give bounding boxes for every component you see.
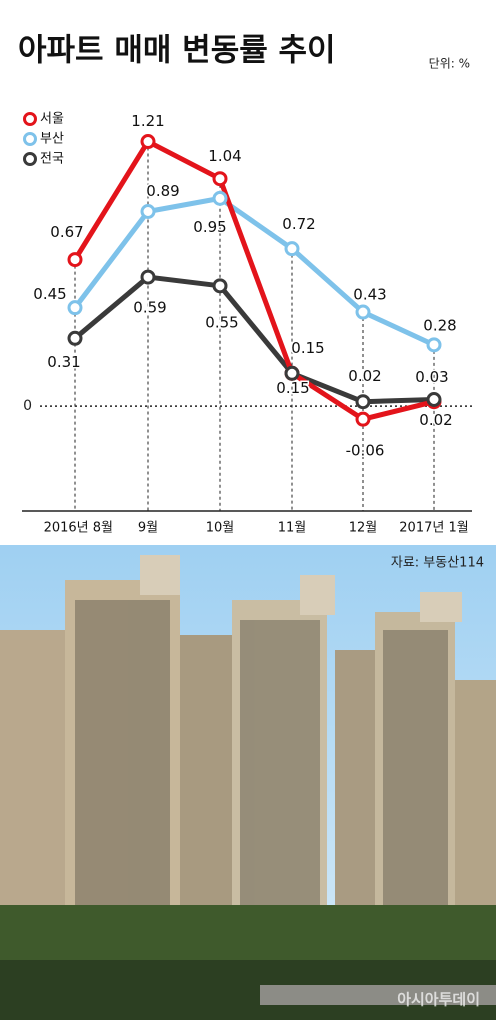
series-line — [73, 195, 436, 348]
point — [67, 252, 83, 268]
legend-label: 부산 — [40, 132, 64, 147]
value-label: 0.15 — [276, 379, 309, 397]
x-tick-label: 2016년 8월 — [44, 521, 113, 536]
chart-title: 아파트 매매 변동률 추이 — [18, 33, 336, 69]
source: 자료: 부동산114 — [391, 556, 484, 571]
point — [140, 134, 156, 150]
value-label: 0.28 — [423, 316, 456, 334]
y-tick-label: 0 — [23, 398, 32, 414]
point — [212, 171, 228, 187]
value-label: 1.21 — [131, 112, 164, 130]
point — [212, 190, 228, 206]
legend-marker — [23, 112, 37, 126]
value-label: 0.15 — [291, 339, 324, 357]
point — [355, 394, 371, 410]
value-label: 1.04 — [208, 147, 241, 165]
point — [355, 304, 371, 320]
legend-label: 전국 — [40, 152, 64, 167]
value-label: 0.89 — [146, 182, 179, 200]
point — [212, 278, 228, 294]
value-label: 0.31 — [47, 353, 80, 371]
point — [355, 411, 371, 427]
legend-marker — [23, 152, 37, 166]
x-tick-label: 12월 — [349, 521, 378, 536]
value-label: -0.06 — [346, 442, 385, 460]
value-label: 0.59 — [133, 299, 166, 317]
x-tick-label: 9월 — [138, 521, 158, 536]
x-tick-label: 11월 — [278, 521, 307, 536]
x-tick-label: 2017년 1월 — [399, 521, 468, 536]
value-label: 0.02 — [348, 367, 381, 385]
value-label: 0.03 — [415, 368, 448, 386]
value-label: 0.95 — [193, 218, 226, 236]
value-label: 0.45 — [33, 285, 66, 303]
point — [140, 203, 156, 219]
value-label: 0.55 — [205, 313, 238, 331]
value-label: 0.72 — [282, 215, 315, 233]
point — [284, 365, 300, 381]
plot: 0 2016년 8월 9월 10월 11월 12월 2017년 1월 0.67 1.21 1.04… — [23, 111, 472, 536]
value-label: 0.43 — [353, 286, 386, 304]
unit-label: 단위: % — [429, 57, 470, 71]
value-label: 0.02 — [419, 411, 452, 429]
point — [67, 330, 83, 346]
point — [426, 392, 442, 408]
series-line — [73, 274, 435, 405]
value-label: 0.67 — [50, 223, 83, 241]
point — [67, 300, 83, 316]
point — [284, 241, 300, 257]
point — [426, 337, 442, 353]
point — [140, 269, 156, 285]
watermark: 아시아투데이 — [397, 991, 480, 1009]
x-tick-label: 10월 — [206, 521, 235, 536]
series-line — [72, 139, 435, 422]
photo — [0, 545, 496, 1020]
legend-marker — [23, 132, 37, 146]
legend-label: 서울 — [40, 112, 64, 127]
